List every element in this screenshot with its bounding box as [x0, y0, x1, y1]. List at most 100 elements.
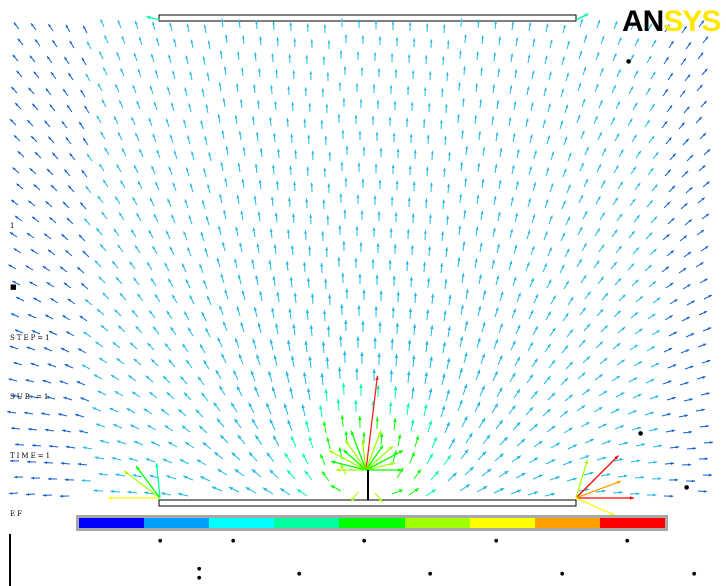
field-arrowhead — [166, 475, 171, 479]
field-arrowhead — [669, 494, 674, 498]
field-arrowhead — [184, 311, 188, 316]
field-arrowhead — [704, 246, 709, 250]
field-arrowhead — [268, 260, 272, 264]
legend-tick-bottom: ● — [297, 571, 302, 577]
field-arrowhead — [320, 262, 324, 267]
field-arrowhead — [99, 439, 104, 443]
field-arrowhead — [372, 84, 376, 88]
label-sub: SUB =1 — [10, 393, 51, 401]
field-arrowhead — [121, 36, 125, 40]
field-arrowhead — [534, 326, 538, 331]
field-arrowhead — [481, 178, 485, 183]
field-arrowhead — [120, 68, 124, 72]
field-arrowhead — [652, 313, 656, 317]
field-arrowhead — [568, 461, 573, 465]
field-arrowhead — [236, 386, 241, 391]
field-arrowhead — [510, 53, 514, 57]
field-arrowhead — [12, 394, 16, 398]
field-arrowhead — [12, 280, 16, 284]
field-arrowhead — [60, 347, 65, 351]
field-arrowhead — [131, 309, 136, 314]
field-arrowhead — [709, 441, 713, 444]
field-arrowhead — [430, 150, 434, 155]
field-arrowhead — [457, 257, 461, 261]
field-arrowhead — [61, 121, 65, 125]
field-arrowhead — [422, 119, 426, 123]
field-arrowhead — [339, 50, 343, 54]
field-arrowhead — [444, 278, 448, 283]
field-arrowhead — [273, 435, 277, 440]
field-arrowhead — [602, 456, 607, 460]
field-arrowhead — [672, 364, 677, 368]
field-arrowhead — [119, 293, 124, 297]
field-arrowhead — [77, 462, 82, 466]
field-arrowhead — [532, 38, 536, 42]
field-arrowhead — [324, 278, 328, 283]
field-arrowhead — [49, 217, 53, 221]
field-arrowhead — [81, 57, 85, 61]
field-arrowhead — [702, 133, 707, 137]
field-arrowhead — [686, 106, 690, 110]
field-arrowhead — [219, 194, 223, 198]
field-arrowhead — [464, 177, 468, 182]
field-arrowhead — [461, 273, 465, 277]
field-arrowhead — [649, 200, 653, 204]
field-arrowhead — [164, 425, 169, 429]
field-arrowhead — [41, 412, 45, 416]
field-arrowhead — [269, 228, 273, 233]
field-arrowhead — [674, 299, 678, 303]
field-arrowhead — [236, 306, 240, 311]
field-arrowhead — [656, 330, 660, 334]
field-arrowhead — [545, 23, 549, 27]
field-arrowhead — [207, 295, 211, 300]
field-arrowhead — [302, 453, 306, 458]
field-arrowhead — [203, 168, 206, 172]
field-arrowhead — [77, 267, 81, 271]
field-arrowhead — [292, 70, 296, 74]
field-arrowhead — [442, 199, 445, 204]
field-arrowhead — [64, 364, 69, 367]
label-time: TIME=1 — [10, 452, 53, 460]
field-arrowhead — [309, 324, 314, 329]
field-arrowhead — [270, 196, 274, 201]
field-arrowhead — [84, 105, 88, 110]
field-arrowhead — [15, 443, 19, 446]
field-arrowhead — [117, 244, 121, 249]
field-arrowhead — [433, 436, 437, 442]
field-arrowhead — [252, 227, 256, 232]
field-arrowhead — [130, 342, 134, 346]
logo-sys: SYS — [663, 5, 721, 38]
field-arrowhead — [215, 369, 220, 374]
field-arrowhead — [284, 452, 289, 458]
field-arrowhead — [147, 342, 151, 347]
field-arrowhead — [177, 492, 182, 496]
field-arrowhead — [583, 243, 587, 247]
field-arrowhead — [671, 429, 676, 433]
field-arrowhead — [10, 313, 15, 316]
field-arrowhead — [388, 402, 393, 407]
field-arrowhead — [217, 114, 221, 118]
field-arrowhead — [319, 405, 323, 410]
field-arrowhead — [585, 455, 590, 459]
field-arrowhead — [681, 122, 685, 126]
field-arrowhead — [321, 88, 325, 92]
field-arrowhead — [514, 69, 518, 73]
field-arrowhead — [408, 165, 412, 170]
field-arrowhead — [512, 340, 516, 345]
field-arrowhead — [65, 250, 69, 254]
field-arrowhead — [684, 414, 688, 418]
field-arrowhead — [705, 424, 709, 428]
field-arrowhead — [441, 56, 445, 60]
field-arrowhead — [239, 99, 243, 103]
field-arrowhead — [197, 376, 202, 381]
field-arrowhead — [479, 99, 483, 103]
field-arrowhead — [395, 322, 400, 327]
field-arrowhead — [603, 423, 607, 427]
field-arrowhead — [462, 98, 465, 102]
field-arrowhead — [189, 71, 193, 75]
field-arrowhead — [699, 84, 703, 88]
field-arrowhead — [200, 232, 204, 236]
field-arrowhead — [672, 153, 676, 157]
